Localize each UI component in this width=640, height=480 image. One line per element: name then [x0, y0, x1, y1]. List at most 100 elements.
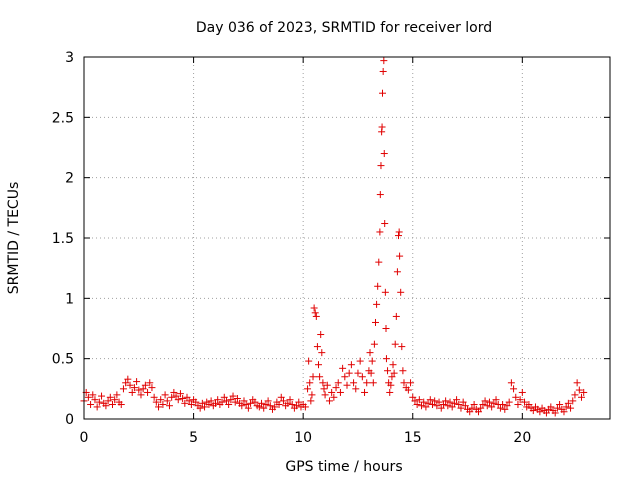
data-point	[222, 397, 230, 405]
data-point	[332, 384, 340, 392]
data-point	[381, 288, 389, 296]
data-point	[198, 399, 206, 407]
data-point	[334, 379, 342, 387]
data-point	[275, 401, 283, 409]
x-tick-label: 10	[294, 430, 312, 446]
data-point	[431, 397, 439, 405]
data-point	[201, 403, 209, 411]
data-point	[580, 388, 588, 396]
data-point	[266, 402, 274, 410]
data-point	[312, 312, 320, 320]
data-point	[185, 397, 193, 405]
data-point	[386, 388, 394, 396]
data-point	[238, 402, 246, 410]
data-point	[309, 373, 317, 381]
data-point	[229, 392, 237, 400]
data-point	[477, 404, 485, 412]
data-point	[130, 384, 138, 392]
data-point	[108, 401, 116, 409]
data-point	[380, 150, 388, 158]
data-point	[179, 394, 187, 402]
y-tick-label: 0	[65, 412, 74, 428]
data-point	[227, 396, 235, 404]
data-point	[371, 318, 379, 326]
data-point	[501, 405, 509, 413]
data-point	[578, 393, 586, 401]
data-point	[453, 396, 461, 404]
data-point	[310, 304, 318, 312]
data-point	[510, 385, 518, 393]
data-point	[293, 402, 301, 410]
data-point	[373, 300, 381, 308]
data-point	[311, 309, 319, 317]
data-point	[279, 397, 287, 405]
data-point	[409, 393, 417, 401]
data-point	[347, 361, 355, 369]
data-point	[556, 401, 564, 409]
data-point	[384, 367, 392, 375]
data-point	[450, 399, 458, 407]
data-point	[369, 379, 377, 387]
data-point	[144, 388, 152, 396]
data-point	[448, 403, 456, 411]
data-point	[407, 379, 415, 387]
data-point	[382, 325, 390, 332]
data-point	[137, 391, 145, 399]
data-point	[159, 401, 167, 409]
data-point	[306, 379, 314, 387]
x-tick-label: 20	[513, 430, 531, 446]
data-point	[426, 396, 434, 404]
data-point	[104, 397, 112, 405]
data-point	[496, 404, 504, 412]
data-point	[161, 391, 169, 399]
data-point	[381, 220, 389, 228]
data-point	[404, 386, 412, 394]
data-point	[377, 162, 385, 170]
data-point	[262, 401, 270, 409]
data-point	[231, 398, 239, 406]
data-point	[470, 401, 478, 409]
data-point	[553, 404, 561, 412]
data-point	[251, 398, 259, 406]
data-point	[113, 391, 121, 399]
data-point	[571, 391, 579, 399]
data-point	[397, 288, 405, 296]
data-point	[446, 398, 454, 406]
data-point	[437, 404, 445, 412]
data-point	[418, 402, 426, 410]
data-point	[569, 397, 577, 405]
data-point	[233, 394, 241, 402]
data-point	[424, 399, 432, 407]
data-point	[542, 409, 550, 417]
data-point	[490, 399, 498, 407]
data-point	[240, 397, 248, 405]
data-point	[345, 369, 353, 377]
data-point	[255, 403, 263, 411]
data-point	[170, 388, 178, 396]
data-point	[95, 398, 103, 406]
data-point	[174, 396, 182, 404]
data-point	[567, 404, 575, 412]
data-point	[168, 393, 176, 401]
data-point	[148, 384, 156, 392]
data-point	[320, 385, 328, 393]
y-tick-label: 2	[65, 171, 74, 187]
data-point	[516, 396, 524, 404]
data-point	[196, 404, 204, 412]
data-point	[244, 404, 252, 412]
data-point	[354, 369, 362, 377]
data-point	[396, 252, 404, 260]
data-point	[91, 396, 99, 404]
data-point	[106, 393, 114, 401]
data-point	[461, 402, 469, 410]
data-point	[514, 401, 522, 409]
data-point	[165, 402, 173, 410]
data-point	[380, 57, 388, 65]
data-point	[442, 397, 450, 405]
data-point	[392, 312, 400, 320]
data-point	[507, 379, 515, 387]
data-point	[376, 191, 384, 199]
data-point	[150, 393, 158, 401]
data-point	[420, 398, 428, 406]
data-point	[485, 398, 493, 406]
